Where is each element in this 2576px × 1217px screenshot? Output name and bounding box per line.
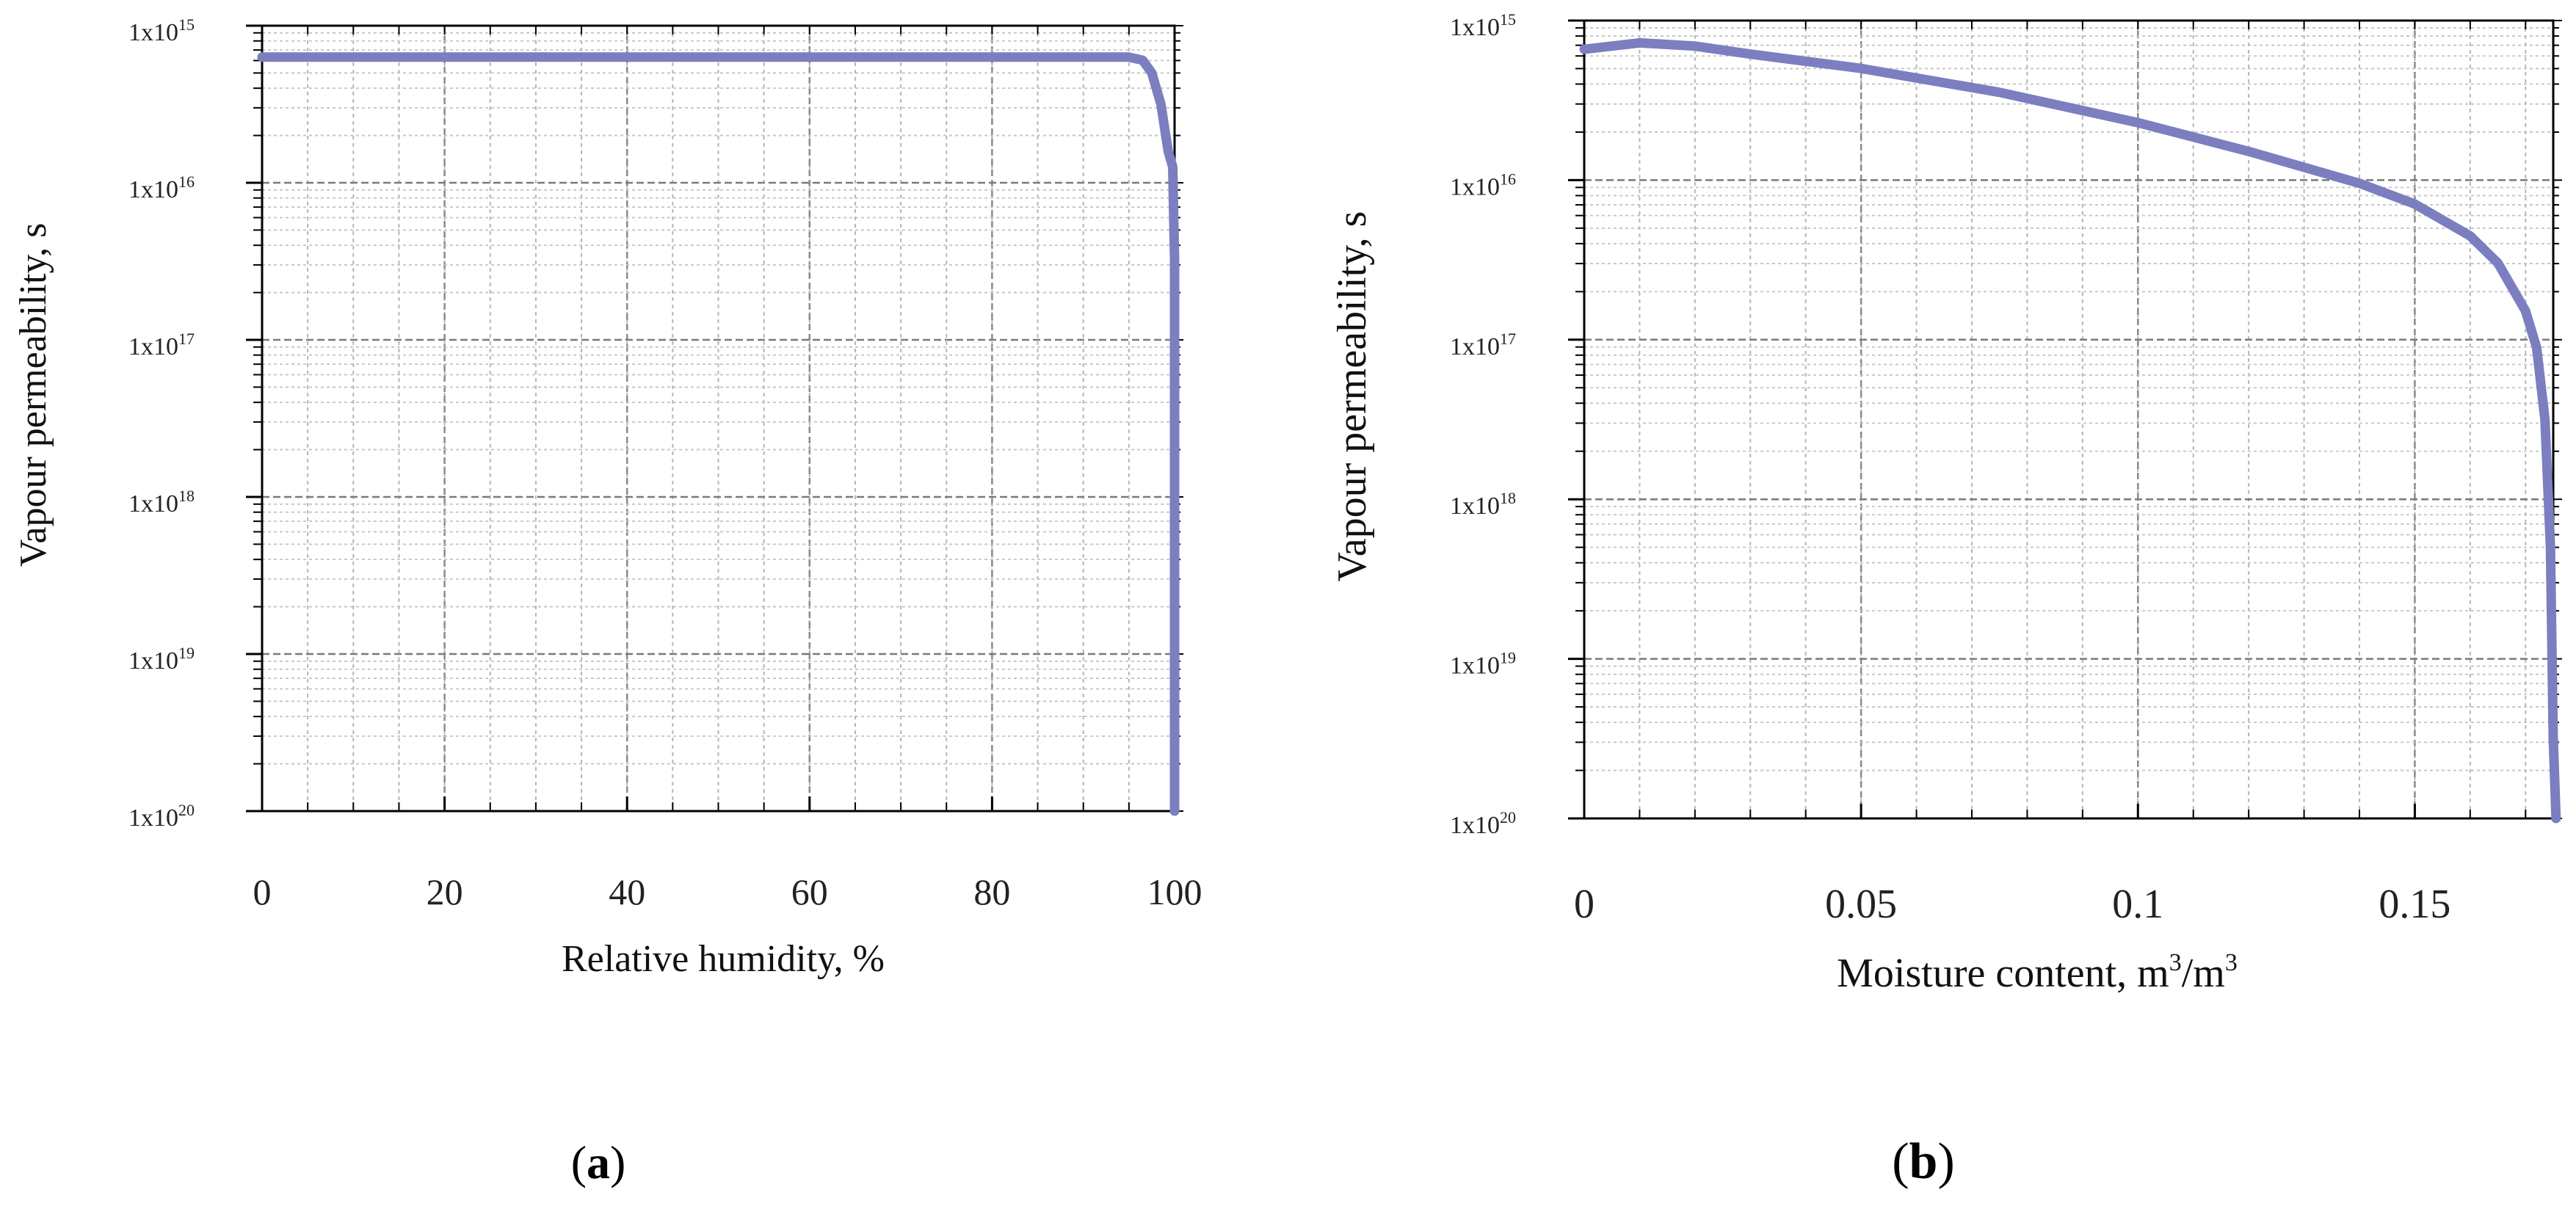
- y-tick-mantissa: 1x10: [1450, 14, 1500, 41]
- y-tick-exponent: 16: [178, 172, 195, 191]
- y-tick-mantissa: 1x10: [1450, 812, 1500, 839]
- y-tick-label: 1x1019: [1450, 649, 1516, 680]
- series-line: [1579, 37, 2561, 824]
- panel-a-chart: 0 20 40 60 80 100 1x10151x10161x10171x10181x1…: [12, 15, 1202, 1188]
- y-tick-mantissa: 1x10: [1450, 493, 1500, 520]
- panel-a-y-axis-title: Vapour permeability, s: [12, 223, 54, 567]
- y-tick-label: 1x1020: [1450, 808, 1516, 839]
- y-tick-label: 1x1016: [128, 172, 195, 203]
- y-tick-mantissa: 1x10: [128, 804, 178, 832]
- panel-b-x-axis-title-mid: /m: [2182, 951, 2225, 996]
- y-tick-mantissa: 1x10: [128, 19, 178, 46]
- panel-a-label-letter: a: [587, 1136, 610, 1188]
- panel-b-y-axis-title: Vapour permeability, s: [1329, 211, 1375, 582]
- y-tick-mantissa: 1x10: [1450, 653, 1500, 680]
- y-tick-label: 1x1016: [1450, 170, 1516, 200]
- x-tick-label: 40: [609, 871, 645, 912]
- panel-b-x-tick-labels: 0 0.05 0.1 0.15: [1574, 882, 2450, 927]
- panel-b-x-axis-title-sup2: 3: [2225, 949, 2238, 976]
- panel-a-x-tick-labels: 0 20 40 60 80 100: [253, 871, 1202, 912]
- y-tick-exponent: 18: [1500, 489, 1516, 507]
- y-tick-label: 1x1017: [128, 330, 195, 360]
- panel-b-x-axis-title-sup1: 3: [2169, 949, 2182, 976]
- y-tick-mantissa: 1x10: [128, 176, 178, 203]
- panel-b-chart: 0 0.05 0.1 0.15 1x10151x10161x10171x10181x1…: [1329, 10, 2562, 1190]
- y-tick-exponent: 15: [178, 15, 195, 34]
- y-tick-label: 1x1015: [128, 15, 195, 46]
- y-tick-label: 1x1018: [1450, 489, 1516, 520]
- y-tick-exponent: 19: [1500, 649, 1516, 667]
- panel-a-grid: [262, 26, 1175, 811]
- y-tick-exponent: 20: [178, 801, 195, 819]
- y-tick-mantissa: 1x10: [128, 490, 178, 517]
- x-tick-label: 80: [973, 871, 1010, 912]
- y-tick-mantissa: 1x10: [1450, 333, 1500, 360]
- y-tick-exponent: 20: [1500, 808, 1516, 827]
- x-tick-label: 0.15: [2379, 882, 2450, 927]
- y-tick-exponent: 16: [1500, 170, 1516, 188]
- panel-b-x-axis-title-main: Moisture content, m: [1837, 951, 2169, 996]
- y-tick-exponent: 19: [178, 644, 195, 662]
- x-tick-label: 0.1: [2112, 882, 2163, 927]
- panel-a-label: (a): [571, 1136, 626, 1188]
- panel-a-x-axis-title: Relative humidity, %: [562, 938, 885, 980]
- series-line: [257, 52, 1180, 816]
- y-tick-label: 1x1018: [128, 487, 195, 517]
- panel-a-data: [257, 52, 1180, 816]
- y-tick-exponent: 18: [178, 487, 195, 505]
- y-tick-mantissa: 1x10: [128, 647, 178, 675]
- panel-b-data: [1579, 37, 2561, 824]
- x-tick-label: 0: [253, 871, 272, 912]
- y-tick-mantissa: 1x10: [1450, 173, 1500, 200]
- y-tick-mantissa: 1x10: [128, 333, 178, 360]
- y-tick-exponent: 15: [1500, 10, 1516, 29]
- y-tick-label: 1x1019: [128, 644, 195, 675]
- y-tick-label: 1x1017: [1450, 330, 1516, 360]
- y-tick-label: 1x1015: [1450, 10, 1516, 41]
- panel-a-ticks: [246, 24, 1183, 813]
- y-tick-label: 1x1020: [128, 801, 195, 832]
- panel-b-plot-frame: [1583, 19, 2555, 820]
- x-tick-label: 0.05: [1825, 882, 1897, 927]
- x-tick-label: 20: [427, 871, 463, 912]
- panel-b-grid: [1584, 21, 2553, 818]
- panel-b-ticks: [1568, 19, 2562, 820]
- x-tick-label: 100: [1147, 871, 1202, 912]
- panel-b-label-letter: b: [1909, 1133, 1938, 1190]
- x-tick-label: 60: [791, 871, 828, 912]
- x-tick-label: 0: [1574, 882, 1594, 927]
- y-tick-exponent: 17: [1500, 330, 1516, 348]
- panel-b-x-axis-title: Moisture content, m3/m3: [1837, 949, 2238, 996]
- y-tick-exponent: 17: [178, 330, 195, 348]
- panel-b-label: (b): [1892, 1133, 1955, 1190]
